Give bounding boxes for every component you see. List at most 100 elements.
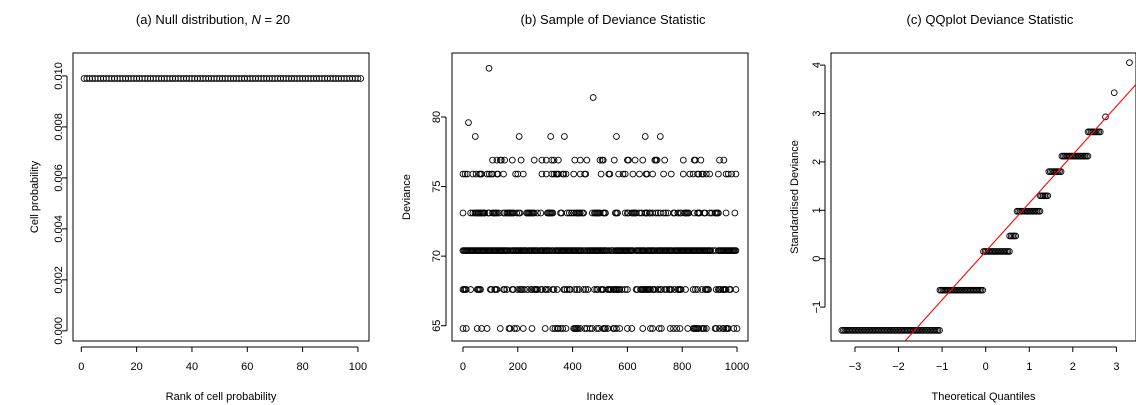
- data-point: [602, 325, 609, 332]
- y-tick-label: 0.006: [53, 164, 65, 192]
- x-tick-label: 40: [186, 361, 198, 373]
- data-point: [477, 286, 484, 293]
- data-point: [550, 170, 558, 178]
- data-point: [1096, 128, 1104, 136]
- title-prefix: (a) Null distribution,: [136, 12, 252, 27]
- data-point: [730, 325, 738, 332]
- data-point: [478, 325, 485, 332]
- data-point: [511, 325, 518, 332]
- data-point: [676, 325, 684, 332]
- data-point: [597, 170, 605, 178]
- data-point: [580, 209, 587, 217]
- data-point: [565, 209, 573, 217]
- x-tick-label: −2: [892, 361, 905, 373]
- data-point: [560, 170, 568, 178]
- data-point: [513, 325, 521, 332]
- clip-group: [838, 59, 1136, 341]
- y-tick-label: 0.010: [53, 62, 65, 90]
- data-point: [616, 325, 624, 332]
- data-point: [606, 170, 614, 178]
- data-point: [508, 156, 516, 164]
- data-point: [605, 247, 613, 254]
- data-point: [639, 156, 647, 164]
- data-point: [1044, 192, 1052, 200]
- data-point: [689, 286, 697, 293]
- data-point: [712, 325, 720, 332]
- data-point: [692, 286, 699, 293]
- data-point: [576, 156, 584, 164]
- x-tick-label: 2: [1070, 361, 1076, 373]
- data-point: [936, 327, 943, 334]
- data-point: [679, 170, 687, 178]
- data-point: [461, 170, 469, 178]
- data-point: [471, 133, 479, 140]
- data-point: [489, 156, 496, 164]
- x-tick-label: 0: [460, 361, 466, 373]
- data-point: [639, 325, 647, 332]
- data-point: [613, 325, 620, 332]
- data-point: [614, 209, 621, 217]
- data-point: [538, 286, 546, 293]
- data-point: [720, 325, 728, 332]
- data-point: [641, 133, 649, 140]
- data-point: [570, 170, 578, 178]
- data-point: [679, 156, 687, 164]
- data-point: [707, 247, 715, 254]
- data-point: [647, 325, 654, 332]
- data-point: [582, 170, 590, 178]
- data-point: [652, 209, 660, 217]
- data-point: [534, 286, 541, 293]
- data-point: [571, 286, 579, 293]
- x-tick-label: 1000: [725, 361, 749, 373]
- x-tick-label: 20: [131, 361, 143, 373]
- data-point: [537, 209, 545, 217]
- data-point: [563, 209, 571, 217]
- data-point: [493, 156, 501, 164]
- data-point: [530, 156, 538, 164]
- data-point: [724, 170, 732, 178]
- y-tick-label: 80: [431, 111, 443, 123]
- data-point: [542, 156, 550, 164]
- y-tick-label: 75: [431, 180, 443, 192]
- reference-line: [904, 84, 1136, 341]
- data-point: [673, 325, 681, 332]
- y-tick-label: 0: [811, 256, 823, 262]
- outlier-point: [1102, 113, 1109, 121]
- data-point: [732, 170, 740, 178]
- y-axis-label: Standardised Deviance: [789, 140, 801, 254]
- outlier-point: [1110, 89, 1118, 97]
- data-point: [674, 209, 682, 217]
- data-point: [357, 75, 365, 82]
- data-point: [589, 94, 597, 101]
- data-point: [548, 156, 556, 164]
- data-point: [722, 209, 730, 217]
- data-point: [549, 209, 557, 217]
- x-tick-label: 80: [296, 361, 308, 373]
- x-tick-label: 600: [618, 361, 636, 373]
- data-point: [624, 325, 631, 332]
- data-point: [722, 286, 730, 293]
- data-point: [559, 325, 567, 332]
- data-point: [647, 286, 654, 293]
- y-tick-label: 0.004: [53, 215, 65, 243]
- data-point: [506, 325, 514, 332]
- data-point: [586, 325, 594, 332]
- data-point: [483, 325, 491, 332]
- y-tick-label: 4: [811, 62, 823, 68]
- data-point: [701, 209, 709, 217]
- data-point: [524, 286, 531, 293]
- data-point: [702, 325, 710, 332]
- data-point: [624, 286, 631, 293]
- data-point: [682, 286, 689, 293]
- data-point: [653, 156, 661, 164]
- data-point: [667, 170, 675, 178]
- data-point: [459, 170, 467, 178]
- data-point: [732, 247, 740, 254]
- data-point: [547, 133, 555, 140]
- data-point: [697, 156, 705, 164]
- data-point: [715, 209, 722, 217]
- data-point: [602, 209, 609, 217]
- data-point: [538, 170, 546, 178]
- data-point: [661, 156, 669, 164]
- x-tick-label: 0: [78, 361, 84, 373]
